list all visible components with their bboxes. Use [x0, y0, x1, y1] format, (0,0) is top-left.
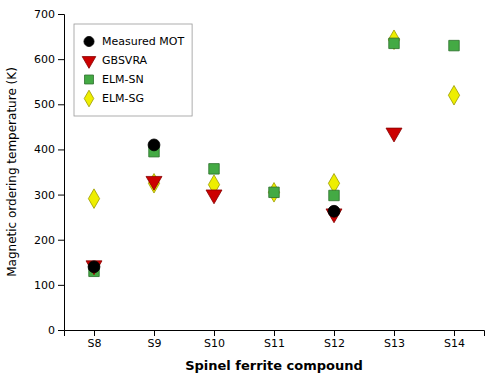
- point: [206, 190, 222, 204]
- x-tick-label: S8: [88, 337, 102, 350]
- y-tick: 600: [34, 53, 64, 66]
- y-axis: 0 100 200 300 400 500 600 700: [34, 8, 65, 337]
- series: [88, 139, 340, 273]
- point: [148, 139, 160, 151]
- x-tick: S8: [88, 330, 102, 350]
- x-tick-label: S12: [324, 337, 345, 350]
- legend-label: ELM-SN: [102, 73, 144, 86]
- point: [88, 189, 99, 209]
- y-tick-mark: [58, 59, 64, 60]
- legend-symbol: [84, 90, 94, 107]
- legend-symbol: [85, 75, 94, 84]
- x-tick: S10: [204, 330, 225, 350]
- y-tick: 400: [34, 143, 64, 156]
- x-tick-mark: [214, 330, 215, 336]
- x-tick-label: S13: [384, 337, 405, 350]
- x-tick-mark: [334, 330, 335, 336]
- legend-item: ELM-SG: [84, 90, 144, 107]
- point: [209, 164, 219, 174]
- x-axis-title: Spinel ferrite compound: [185, 358, 363, 373]
- y-tick-mark: [58, 104, 64, 105]
- y-axis-title: Magnetic ordering temperature (K): [5, 67, 19, 277]
- y-tick-mark: [58, 14, 64, 15]
- y-tick: 300: [34, 189, 64, 202]
- point: [388, 30, 399, 50]
- y-tick-mark: [58, 240, 64, 241]
- legend-label: GBSVRA: [102, 54, 148, 67]
- point: [86, 261, 102, 275]
- point: [328, 205, 340, 217]
- x-tick-label: S9: [148, 337, 162, 350]
- x-axis: S8 S9 S10 S11 S12 S13 S14: [65, 330, 485, 350]
- point: [269, 187, 279, 197]
- point: [449, 40, 459, 50]
- x-tick: S13: [384, 330, 405, 350]
- point: [448, 85, 459, 105]
- y-tick: 0: [48, 324, 64, 337]
- y-tick-mark: [58, 330, 64, 331]
- x-axis-line: [65, 331, 485, 337]
- point: [329, 190, 339, 200]
- x-tick-label: S11: [264, 337, 285, 350]
- points: [86, 30, 460, 277]
- chart: S8 S9 S10 S11 S12 S13 S14 0 100 200 300 400 500 600 70…: [0, 0, 500, 380]
- x-tick-label: S10: [204, 337, 225, 350]
- point: [389, 38, 399, 48]
- legend-symbol: [82, 57, 96, 69]
- y-tick-mark: [58, 285, 64, 286]
- y-tick-mark: [58, 149, 64, 150]
- x-tick-mark: [394, 330, 395, 336]
- point: [146, 176, 162, 190]
- x-tick-mark: [94, 330, 95, 336]
- y-axis-line: [58, 15, 65, 331]
- y-tick-label: 500: [34, 98, 55, 111]
- x-tick: S14: [444, 330, 465, 350]
- point: [268, 183, 279, 203]
- y-tick-label: 700: [34, 8, 55, 21]
- y-tick-label: 400: [34, 143, 55, 156]
- point: [386, 128, 402, 142]
- y-tick: 500: [34, 98, 64, 111]
- legend-item: ELM-SN: [85, 73, 144, 86]
- x-tick-mark: [454, 330, 455, 336]
- y-tick-label: 0: [48, 324, 55, 337]
- y-tick-label: 100: [34, 279, 55, 292]
- legend-frame: [74, 24, 192, 116]
- y-tick-label: 200: [34, 234, 55, 247]
- x-tick-mark: [274, 330, 275, 336]
- x-tick: S11: [264, 330, 285, 350]
- x-tick: S9: [148, 330, 162, 350]
- x-tick-mark: [154, 330, 155, 336]
- point: [88, 261, 100, 273]
- legend-item: GBSVRA: [82, 54, 147, 68]
- legend-item: Measured MOT: [84, 35, 184, 48]
- legend-label: Measured MOT: [102, 35, 184, 48]
- legend-label: ELM-SG: [102, 92, 144, 105]
- y-tick: 700: [34, 8, 64, 21]
- y-tick-label: 600: [34, 53, 55, 66]
- chart-container: S8 S9 S10 S11 S12 S13 S14 0 100 200 300 400 500 600 70…: [0, 0, 500, 380]
- plot-area: S8 S9 S10 S11 S12 S13 S14 0 100 200 300 400 500 600 70…: [34, 8, 485, 350]
- legend-symbol: [84, 36, 94, 46]
- legend: Measured MOT GBSVRA ELM-SN ELM-SG: [74, 24, 192, 116]
- x-tick-label: S14: [444, 337, 465, 350]
- y-tick-label: 300: [34, 189, 55, 202]
- series: [86, 128, 402, 275]
- series: [88, 30, 459, 208]
- y-tick-mark: [58, 195, 64, 196]
- x-tick: S12: [324, 330, 345, 350]
- y-tick: 200: [34, 234, 64, 247]
- y-tick: 100: [34, 279, 64, 292]
